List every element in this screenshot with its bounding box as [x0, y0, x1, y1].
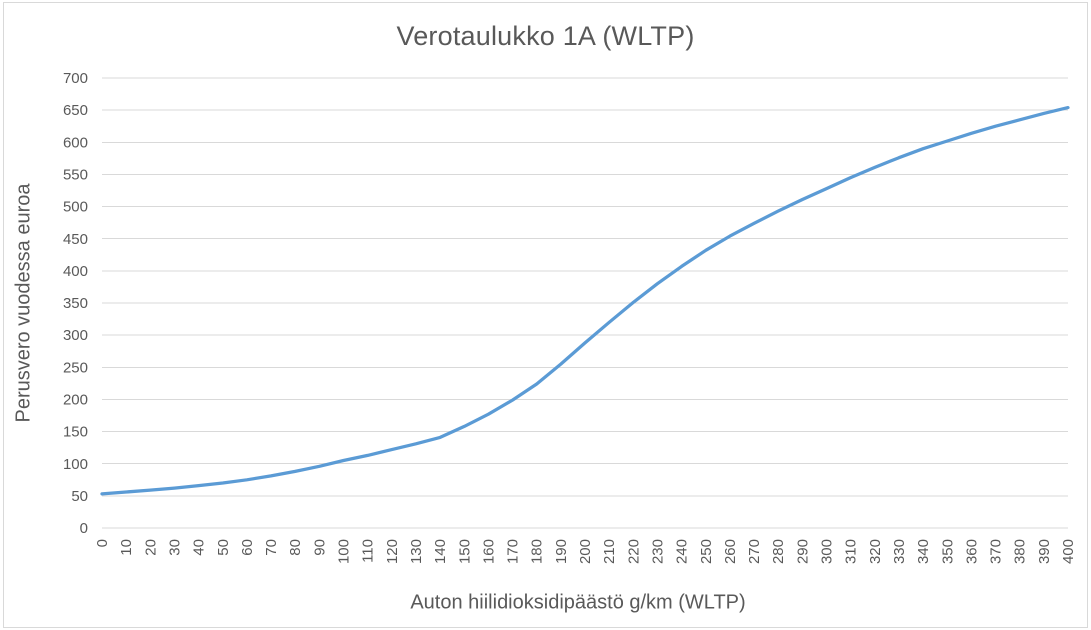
x-tick-label: 130	[408, 539, 425, 564]
x-tick-label: 90	[311, 539, 328, 556]
x-tick-label: 200	[577, 539, 594, 564]
y-tick-label: 0	[80, 520, 88, 537]
x-tick-label: 270	[746, 539, 763, 564]
x-tick-label: 360	[963, 539, 980, 564]
x-tick-label: 160	[480, 539, 497, 564]
x-tick-label: 320	[867, 539, 884, 564]
y-tick-label: 400	[63, 263, 88, 280]
y-tick-label: 600	[63, 134, 88, 151]
y-tick-label: 500	[63, 199, 88, 216]
y-tick-label: 50	[71, 488, 88, 505]
x-tick-label: 50	[215, 539, 232, 556]
chart-title: Verotaulukko 1A (WLTP)	[396, 21, 695, 51]
x-tick-label: 330	[891, 539, 908, 564]
x-tick-label: 20	[142, 539, 159, 556]
x-tick-label: 60	[239, 539, 256, 556]
x-tick-label: 280	[770, 539, 787, 564]
x-tick-label: 380	[1012, 539, 1029, 564]
x-tick-label: 370	[988, 539, 1005, 564]
y-tick-label: 250	[63, 359, 88, 376]
x-tick-label: 340	[915, 539, 932, 564]
x-tick-label: 170	[505, 539, 522, 564]
x-tick-label: 190	[553, 539, 570, 564]
x-tick-label: 230	[649, 539, 666, 564]
x-tick-label: 250	[698, 539, 715, 564]
x-tick-label: 260	[722, 539, 739, 564]
y-tick-label: 300	[63, 327, 88, 344]
x-tick-label: 390	[1036, 539, 1053, 564]
x-tick-label: 80	[287, 539, 304, 556]
x-tick-label: 300	[819, 539, 836, 564]
tax-curve-line	[100, 105, 1070, 496]
x-tick-label: 30	[166, 539, 183, 556]
x-tick-label: 10	[118, 539, 135, 556]
y-tick-label: 200	[63, 392, 88, 409]
x-tick-label: 400	[1060, 539, 1077, 564]
x-tick-label: 0	[94, 539, 111, 547]
x-tick-label: 220	[625, 539, 642, 564]
x-tick-label: 40	[191, 539, 208, 556]
x-tick-label: 210	[601, 539, 618, 564]
x-tick-label: 150	[456, 539, 473, 564]
y-tick-label: 150	[63, 424, 88, 441]
x-tick-label: 100	[336, 539, 353, 564]
x-tick-label: 70	[263, 539, 280, 556]
y-tick-label: 650	[63, 102, 88, 119]
y-axis-title: Perusvero vuodessa euroa	[12, 183, 35, 423]
y-tick-label: 100	[63, 456, 88, 473]
y-tick-label: 450	[63, 231, 88, 248]
x-axis-title: Auton hiilidioksidipäästö g/km (WLTP)	[410, 591, 746, 614]
x-tick-label: 180	[529, 539, 546, 564]
x-tick-label: 140	[432, 539, 449, 564]
y-tick-label: 350	[63, 295, 88, 312]
x-tick-label: 350	[939, 539, 956, 564]
x-tick-label: 290	[794, 539, 811, 564]
x-tick-label: 310	[843, 539, 860, 564]
y-tick-label: 700	[63, 70, 88, 87]
chart-frame	[3, 2, 1088, 628]
x-tick-label: 120	[384, 539, 401, 564]
x-tick-label: 240	[674, 539, 691, 564]
y-tick-label: 550	[63, 167, 88, 184]
x-tick-label: 110	[360, 539, 377, 563]
